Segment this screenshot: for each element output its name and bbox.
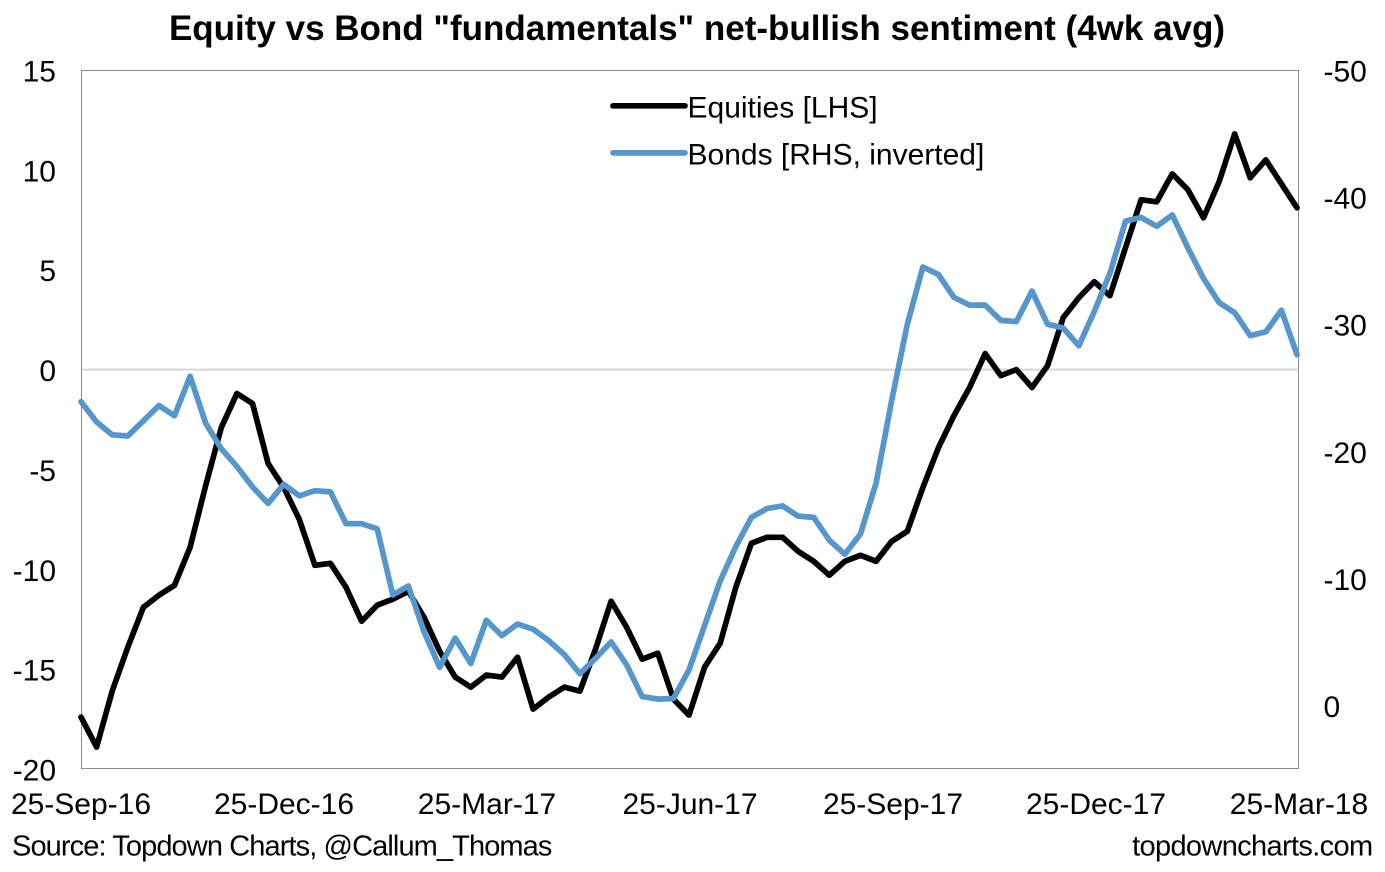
svg-text:-40: -40 [1324, 183, 1367, 216]
svg-text:25-Mar-17: 25-Mar-17 [418, 788, 556, 821]
svg-text:-30: -30 [1324, 310, 1367, 343]
svg-text:-15: -15 [13, 655, 56, 688]
svg-text:25-Dec-16: 25-Dec-16 [214, 788, 354, 821]
svg-text:0: 0 [1324, 691, 1341, 724]
svg-text:15: 15 [23, 56, 56, 89]
svg-text:0: 0 [39, 355, 56, 388]
svg-text:25-Jun-17: 25-Jun-17 [622, 788, 757, 821]
svg-text:25-Mar-18: 25-Mar-18 [1230, 788, 1368, 821]
svg-text:5: 5 [39, 255, 56, 288]
svg-text:-20: -20 [1324, 437, 1367, 470]
svg-text:-10: -10 [1324, 564, 1367, 597]
svg-text:25-Sep-17: 25-Sep-17 [823, 788, 963, 821]
svg-text:topdowncharts.com: topdowncharts.com [1132, 831, 1372, 863]
svg-text:25-Dec-17: 25-Dec-17 [1026, 788, 1166, 821]
svg-text:10: 10 [23, 155, 56, 188]
svg-text:-10: -10 [13, 555, 56, 588]
svg-text:-50: -50 [1324, 56, 1367, 89]
svg-text:-20: -20 [13, 755, 56, 788]
svg-text:Bonds [RHS, inverted]: Bonds [RHS, inverted] [688, 138, 985, 171]
svg-text:Equity vs Bond "fundamentals": Equity vs Bond "fundamentals" net-bullis… [169, 9, 1225, 48]
svg-text:-5: -5 [29, 455, 56, 488]
svg-text:Source: Topdown Charts, @Callu: Source: Topdown Charts, @Callum_Thomas [12, 831, 552, 863]
svg-text:Equities [LHS]: Equities [LHS] [688, 91, 878, 124]
svg-text:25-Sep-16: 25-Sep-16 [11, 788, 151, 821]
